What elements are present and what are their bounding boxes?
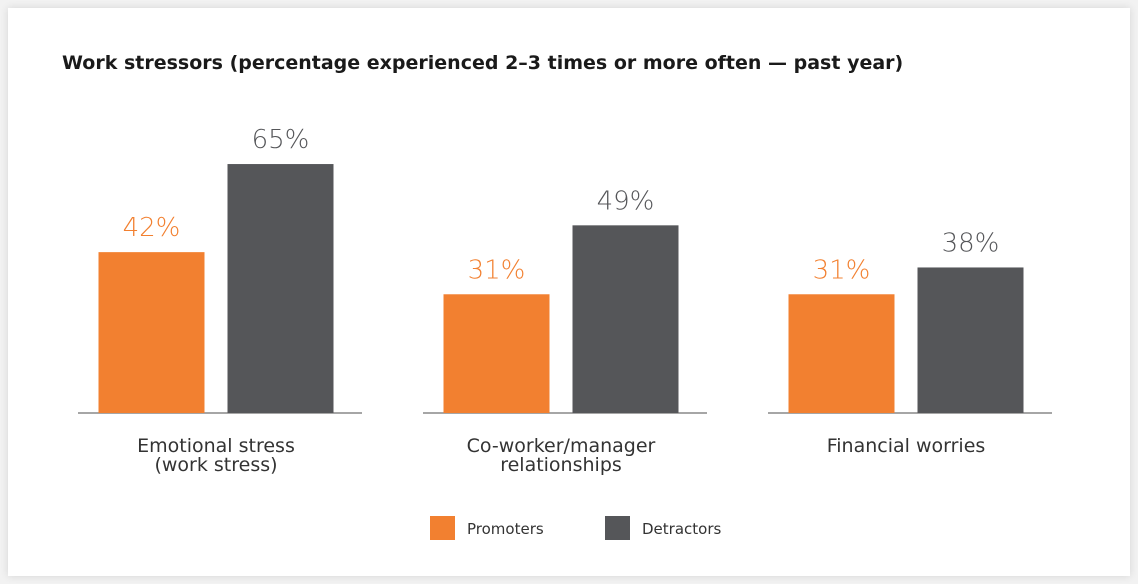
value-label: 31%: [813, 255, 871, 285]
legend-label: Promoters: [467, 520, 544, 538]
legend-label: Detractors: [642, 520, 721, 538]
legend-swatch: [605, 516, 630, 540]
bar: [917, 267, 1024, 413]
bar: [443, 294, 550, 413]
bar: [788, 294, 895, 413]
value-label: 65%: [252, 125, 310, 155]
x-tick-label: Financial worries: [826, 435, 986, 457]
value-label: 31%: [468, 255, 526, 285]
x-tick-label: Co-worker/manager relationships: [466, 435, 656, 476]
bar: [572, 225, 679, 413]
value-label: 49%: [597, 186, 655, 216]
value-label: 38%: [942, 228, 1000, 258]
x-tick-label: Emotional stress (work stress): [137, 435, 295, 476]
bar: [227, 164, 334, 413]
bar: [98, 252, 205, 413]
value-label: 42%: [123, 213, 181, 243]
chart-title: Work stressors (percentage experienced 2…: [62, 52, 903, 74]
legend-swatch: [430, 516, 455, 540]
